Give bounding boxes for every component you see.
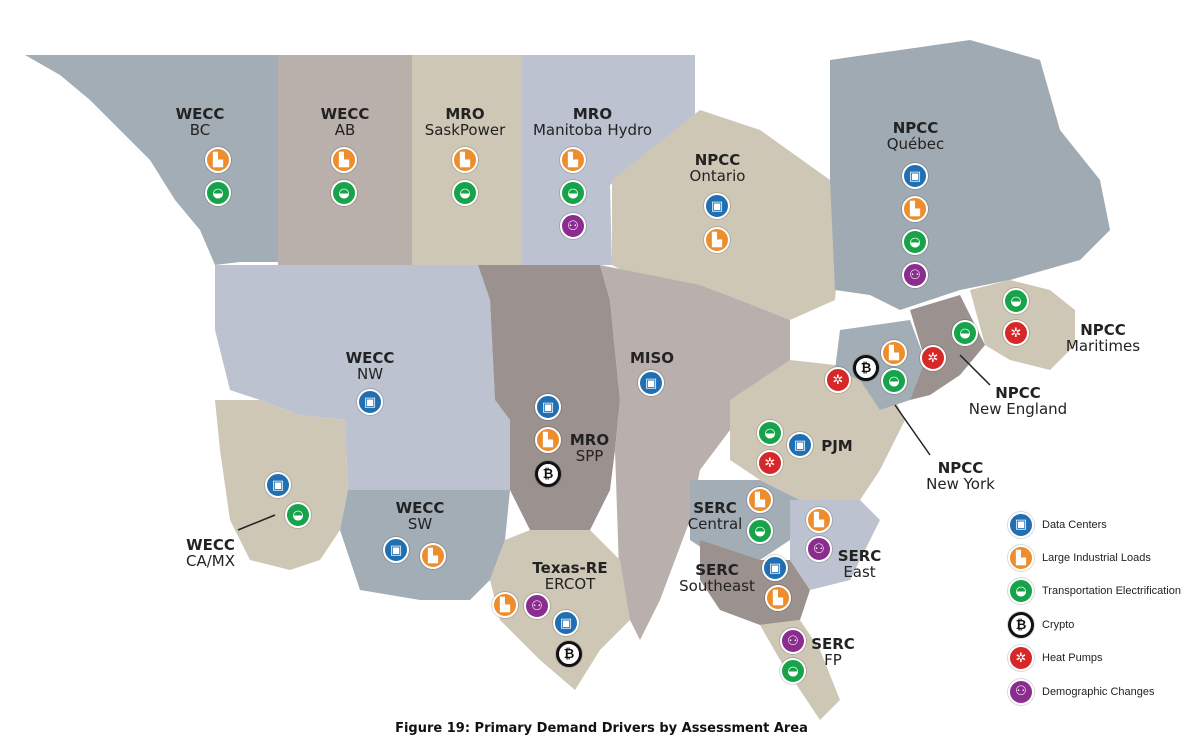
people-icon: ⚇ (902, 262, 928, 288)
chip-icon: ▣ (265, 472, 291, 498)
factory-icon: ▙ (902, 196, 928, 222)
label-wecc-nw: WECC NW (345, 349, 395, 384)
factory-icon: ▙ (1008, 545, 1034, 572)
label-npcc-maritimes: NPCC Maritimes (1065, 321, 1141, 356)
car-icon: ◒ (1003, 288, 1029, 314)
heat-pump-icon: ✲ (1003, 320, 1029, 346)
legend-item-demographic: ⚇ Demographic Changes (1008, 675, 1181, 708)
legend-item-data-centers: ▣ Data Centers (1008, 508, 1181, 541)
car-icon: ◒ (747, 518, 773, 544)
chip-icon: ▣ (902, 163, 928, 189)
label-wecc-sw: WECC SW (395, 499, 445, 534)
label-mro-spp: MRO SPP (569, 431, 610, 466)
label-mro-sask: MRO SaskPower (424, 105, 506, 140)
chip-icon: ▣ (1008, 511, 1034, 538)
factory-icon: ▙ (881, 340, 907, 366)
label-wecc-ab: WECC AB (320, 105, 370, 140)
leader-line-newyork (894, 404, 931, 456)
car-icon: ◒ (1008, 578, 1034, 605)
label-pjm: PJM (821, 437, 853, 455)
region-miso (600, 265, 790, 640)
factory-icon: ▙ (452, 147, 478, 173)
bitcoin-icon: ₿ (853, 355, 879, 381)
factory-icon: ▙ (806, 507, 832, 533)
label-npcc-ontario: NPCC Ontario (689, 151, 746, 186)
factory-icon: ▙ (560, 147, 586, 173)
factory-icon: ▙ (492, 592, 518, 618)
car-icon: ◒ (205, 180, 231, 206)
factory-icon: ▙ (765, 585, 791, 611)
chip-icon: ▣ (762, 555, 788, 581)
region-mro-manitoba (522, 55, 695, 265)
factory-icon: ▙ (420, 543, 446, 569)
label-npcc-quebec: NPCC Québec (886, 119, 945, 154)
chip-icon: ▣ (383, 537, 409, 563)
people-icon: ⚇ (806, 536, 832, 562)
region-wecc-bc (25, 55, 278, 265)
chip-icon: ▣ (553, 610, 579, 636)
car-icon: ◒ (952, 320, 978, 346)
label-serc-southeast: SERC Southeast (679, 561, 755, 596)
car-icon: ◒ (285, 502, 311, 528)
people-icon: ⚇ (560, 213, 586, 239)
legend: ▣ Data Centers ▙ Large Industrial Loads ◒ T… (1008, 508, 1181, 708)
heat-pump-icon: ✲ (1008, 645, 1034, 672)
label-serc-central: SERC Central (687, 499, 743, 534)
bitcoin-icon: ₿ (535, 461, 561, 487)
label-npcc-newyork: NPCC New York (926, 459, 995, 494)
factory-icon: ▙ (704, 227, 730, 253)
label-wecc-bc: WECC BC (175, 105, 225, 140)
label-serc-fp: SERC FP (811, 635, 855, 670)
heat-pump-icon: ✲ (757, 450, 783, 476)
people-icon: ⚇ (780, 628, 806, 654)
factory-icon: ▙ (747, 487, 773, 513)
car-icon: ◒ (757, 420, 783, 446)
chip-icon: ▣ (638, 370, 664, 396)
legend-item-heat-pumps: ✲ Heat Pumps (1008, 642, 1181, 675)
region-wecc-nw (215, 265, 510, 490)
leader-line-newengland (959, 354, 991, 386)
car-icon: ◒ (560, 180, 586, 206)
car-icon: ◒ (780, 658, 806, 684)
car-icon: ◒ (881, 368, 907, 394)
label-npcc-newengland: NPCC New England (968, 384, 1068, 419)
factory-icon: ▙ (535, 427, 561, 453)
label-wecc-camx: WECC CA/MX (185, 536, 235, 571)
label-serc-east: SERC East (837, 547, 882, 582)
chip-icon: ▣ (704, 193, 730, 219)
chip-icon: ▣ (787, 432, 813, 458)
car-icon: ◒ (902, 229, 928, 255)
figure-caption: Figure 19: Primary Demand Drivers by Ass… (395, 721, 808, 736)
legend-item-crypto: ₿ Crypto (1008, 608, 1181, 641)
bitcoin-icon: ₿ (556, 641, 582, 667)
label-miso: MISO (629, 349, 675, 367)
car-icon: ◒ (331, 180, 357, 206)
label-texas-ercot: Texas-RE ERCOT (532, 559, 608, 594)
people-icon: ⚇ (1008, 678, 1034, 705)
chip-icon: ▣ (535, 394, 561, 420)
factory-icon: ▙ (205, 147, 231, 173)
people-icon: ⚇ (524, 593, 550, 619)
chip-icon: ▣ (357, 389, 383, 415)
legend-item-industrial: ▙ Large Industrial Loads (1008, 541, 1181, 574)
label-mro-manitoba: MRO Manitoba Hydro (532, 105, 653, 140)
factory-icon: ▙ (331, 147, 357, 173)
car-icon: ◒ (452, 180, 478, 206)
bitcoin-icon: ₿ (1008, 611, 1034, 638)
heat-pump-icon: ✲ (825, 367, 851, 393)
legend-item-transport: ◒ Transportation Electrification (1008, 575, 1181, 608)
region-npcc-quebec (830, 40, 1110, 310)
heat-pump-icon: ✲ (920, 345, 946, 371)
leader-line-camx (237, 514, 276, 531)
